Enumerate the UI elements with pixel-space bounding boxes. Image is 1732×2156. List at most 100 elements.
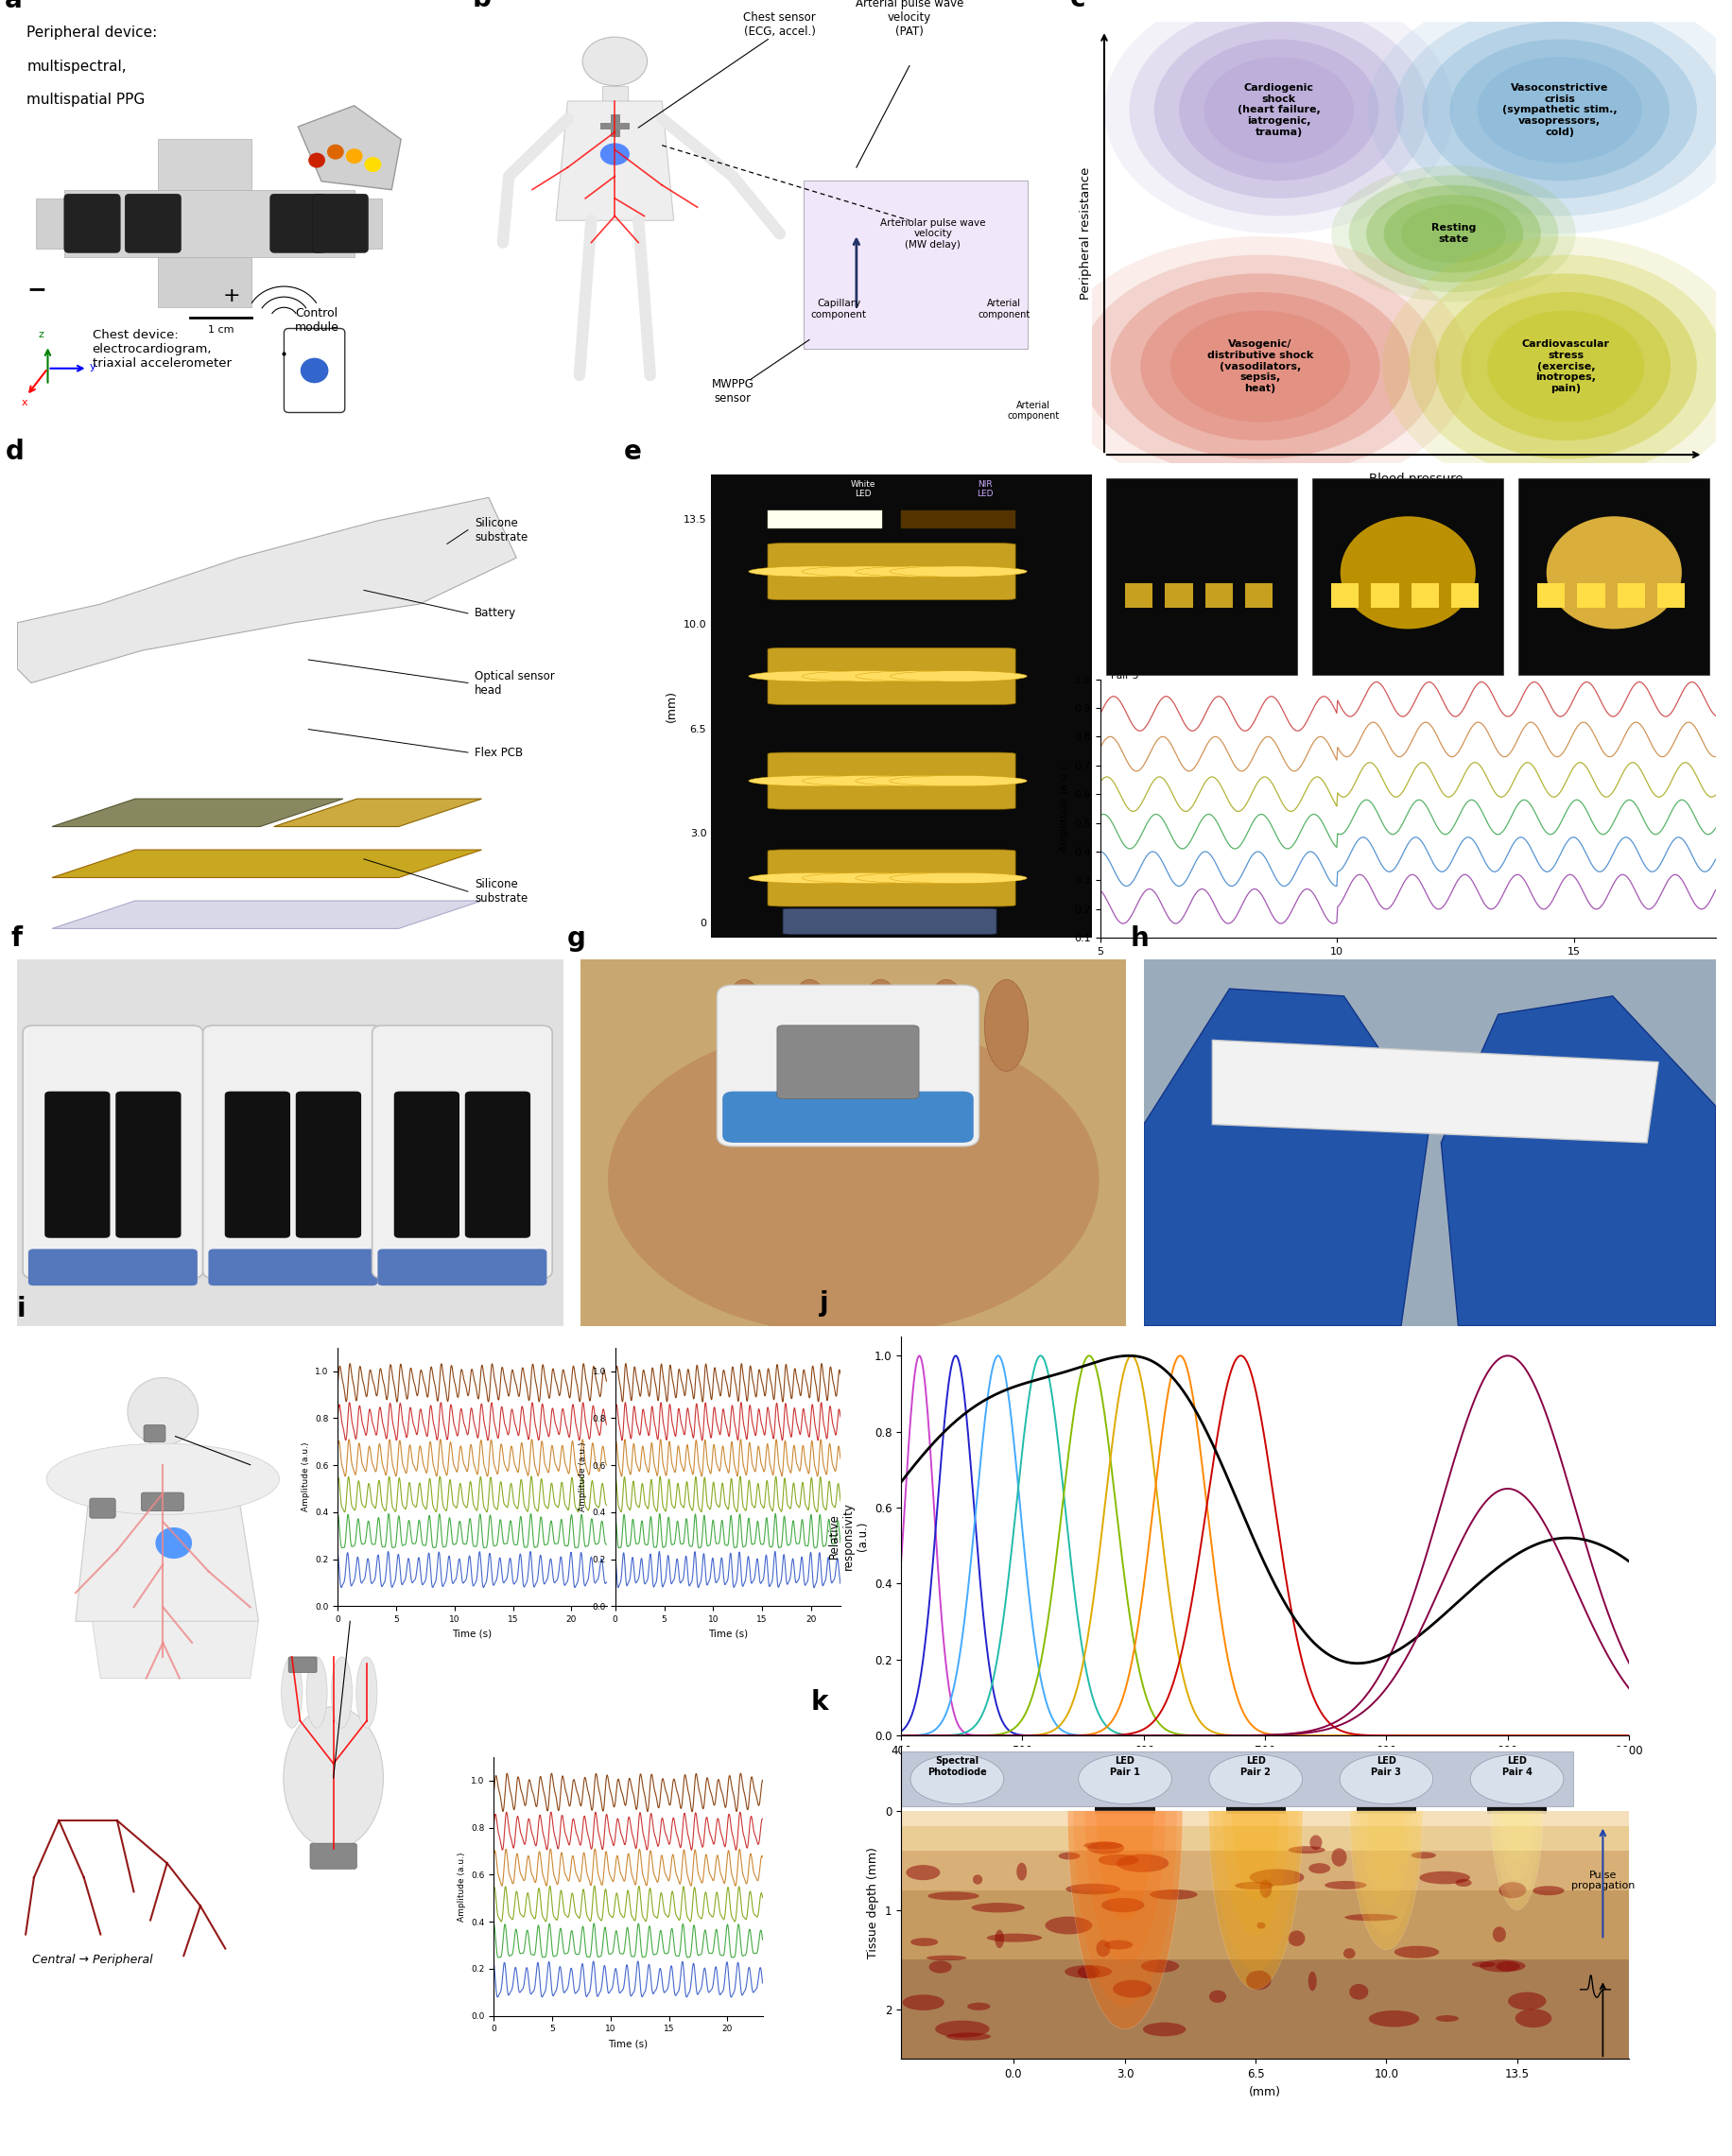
X-axis label: (mm): (mm) xyxy=(1249,2085,1280,2098)
Ellipse shape xyxy=(1367,0,1732,233)
Ellipse shape xyxy=(1287,1930,1304,1947)
Ellipse shape xyxy=(1486,310,1644,423)
Ellipse shape xyxy=(1436,2016,1458,2022)
Ellipse shape xyxy=(966,2003,989,2009)
Text: −: − xyxy=(26,278,47,300)
Y-axis label: Amplitude (a.u.): Amplitude (a.u.) xyxy=(1060,765,1069,852)
Ellipse shape xyxy=(1382,237,1732,496)
Text: LED
Pair 4: LED Pair 4 xyxy=(1502,1757,1531,1777)
FancyBboxPatch shape xyxy=(372,1026,553,1279)
Circle shape xyxy=(748,776,885,787)
Circle shape xyxy=(300,358,329,384)
Ellipse shape xyxy=(1077,1966,1100,1979)
Ellipse shape xyxy=(1309,1835,1322,1850)
Ellipse shape xyxy=(1110,274,1410,459)
Polygon shape xyxy=(353,198,383,248)
Polygon shape xyxy=(1441,996,1715,1326)
Ellipse shape xyxy=(1349,1984,1368,2001)
Circle shape xyxy=(856,567,992,578)
Polygon shape xyxy=(158,257,251,308)
Polygon shape xyxy=(580,959,1126,1326)
Text: a: a xyxy=(3,0,23,13)
Text: Battery: Battery xyxy=(475,608,516,619)
Ellipse shape xyxy=(972,1874,982,1884)
Text: LED
Pair 3: LED Pair 3 xyxy=(1370,1757,1401,1777)
Ellipse shape xyxy=(1308,1863,1330,1874)
Bar xyxy=(901,1960,1628,2059)
Ellipse shape xyxy=(1410,1852,1436,1858)
Text: Pair 4: Pair 4 xyxy=(1110,567,1138,576)
X-axis label: Time (s): Time (s) xyxy=(708,1630,746,1639)
Circle shape xyxy=(748,671,885,681)
FancyBboxPatch shape xyxy=(125,194,182,252)
Polygon shape xyxy=(1498,1811,1535,1880)
Text: Vasogenic/
distributive shock
(vasodilators,
sepsis,
heat): Vasogenic/ distributive shock (vasodilat… xyxy=(1207,341,1313,392)
Bar xyxy=(1225,1807,1285,1813)
Polygon shape xyxy=(64,190,353,257)
Ellipse shape xyxy=(1259,1880,1271,1897)
Circle shape xyxy=(346,149,362,164)
Circle shape xyxy=(856,671,992,681)
FancyBboxPatch shape xyxy=(767,752,1015,808)
Text: Arterial
component: Arterial component xyxy=(1006,401,1058,420)
Ellipse shape xyxy=(1169,310,1349,423)
Text: Pulse
propagation: Pulse propagation xyxy=(1571,1869,1633,1891)
Ellipse shape xyxy=(1209,1755,1302,1805)
Ellipse shape xyxy=(972,1904,1024,1912)
Text: Pair 3: Pair 3 xyxy=(1110,671,1138,681)
Polygon shape xyxy=(1096,1811,1154,1921)
Text: Pair 1: Pair 1 xyxy=(1110,873,1138,882)
Circle shape xyxy=(889,567,1027,578)
Ellipse shape xyxy=(1507,1992,1545,2009)
Ellipse shape xyxy=(1545,515,1680,630)
Text: Spectral
Photodiode: Spectral Photodiode xyxy=(927,1757,986,1777)
Circle shape xyxy=(364,157,381,172)
Y-axis label: Amplitude (a.u.): Amplitude (a.u.) xyxy=(457,1852,466,1921)
Ellipse shape xyxy=(1308,1971,1316,1990)
Ellipse shape xyxy=(1103,0,1453,233)
Ellipse shape xyxy=(1044,1917,1091,1934)
FancyBboxPatch shape xyxy=(310,1843,357,1869)
Ellipse shape xyxy=(928,1960,951,1973)
Ellipse shape xyxy=(1339,1755,1432,1805)
Ellipse shape xyxy=(1330,1848,1346,1867)
Ellipse shape xyxy=(357,1656,378,1729)
Circle shape xyxy=(582,37,648,86)
Text: Pair 2: Pair 2 xyxy=(1110,776,1138,785)
Ellipse shape xyxy=(1102,1897,1143,1912)
Text: multispectral,: multispectral, xyxy=(26,60,126,73)
Ellipse shape xyxy=(1365,185,1540,282)
Ellipse shape xyxy=(1065,1884,1121,1895)
Ellipse shape xyxy=(1204,56,1353,164)
Polygon shape xyxy=(1493,1811,1540,1899)
Circle shape xyxy=(156,1526,192,1559)
FancyBboxPatch shape xyxy=(208,1248,378,1285)
X-axis label: Time (s): Time (s) xyxy=(608,2040,648,2048)
Text: White
LED | NIR
LED: White LED | NIR LED xyxy=(1110,487,1155,520)
Text: Central → Peripheral: Central → Peripheral xyxy=(31,1953,152,1966)
Polygon shape xyxy=(601,86,627,101)
Text: multispatial PPG: multispatial PPG xyxy=(26,93,145,108)
Text: Silicone
substrate: Silicone substrate xyxy=(475,517,528,543)
Bar xyxy=(1356,1807,1415,1813)
Ellipse shape xyxy=(1347,175,1557,291)
Ellipse shape xyxy=(984,979,1027,1072)
Circle shape xyxy=(802,776,939,787)
Text: Control
module: Control module xyxy=(294,308,339,334)
Ellipse shape xyxy=(1082,1841,1122,1850)
Polygon shape xyxy=(36,198,64,248)
Polygon shape xyxy=(1360,1811,1412,1908)
FancyBboxPatch shape xyxy=(144,1425,165,1442)
Ellipse shape xyxy=(1495,1962,1519,1971)
Text: Cardiogenic
shock
(heart failure,
iatrogenic,
trauma): Cardiogenic shock (heart failure, iatrog… xyxy=(1237,84,1320,136)
Text: Spectral
photodiode: Spectral photodiode xyxy=(1110,912,1166,934)
X-axis label: Time (s): Time (s) xyxy=(452,1630,492,1639)
Ellipse shape xyxy=(1498,1882,1526,1897)
FancyBboxPatch shape xyxy=(1204,582,1231,608)
Ellipse shape xyxy=(1514,2009,1550,2027)
Ellipse shape xyxy=(1323,1880,1367,1889)
FancyBboxPatch shape xyxy=(225,1091,289,1238)
Polygon shape xyxy=(1353,1811,1419,1936)
Ellipse shape xyxy=(859,979,902,1072)
Ellipse shape xyxy=(1422,22,1696,198)
